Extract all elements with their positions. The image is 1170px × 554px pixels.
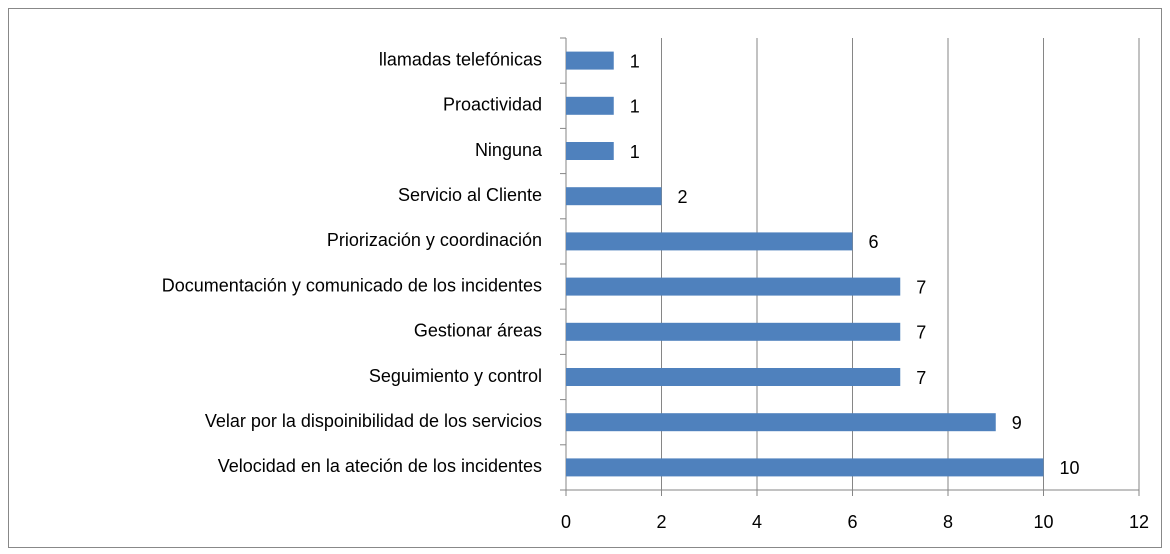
y-tick-label: Priorización y coordinación	[327, 230, 542, 250]
data-label: 10	[1060, 458, 1080, 478]
x-tick-label: 2	[656, 512, 666, 532]
y-tick-label: Ninguna	[475, 140, 543, 160]
bar	[566, 232, 853, 251]
data-label: 7	[916, 277, 926, 297]
y-tick-label: Documentación y comunicado de los incide…	[162, 275, 542, 295]
data-label: 9	[1012, 413, 1022, 433]
x-tick-label: 12	[1129, 512, 1149, 532]
bar	[566, 187, 662, 206]
y-tick-label: Velocidad en la ateción de los incidente…	[218, 456, 542, 476]
data-label: 1	[630, 142, 640, 162]
bar	[566, 458, 1044, 477]
y-tick-label: llamadas telefónicas	[379, 49, 542, 69]
x-tick-label: 0	[561, 512, 571, 532]
bar	[566, 96, 614, 115]
bar	[566, 322, 901, 341]
x-tick-label: 8	[943, 512, 953, 532]
x-tick-label: 6	[847, 512, 857, 532]
y-tick-label: Gestionar áreas	[414, 321, 542, 341]
bar	[566, 413, 996, 432]
bar	[566, 142, 614, 160]
data-label: 6	[869, 232, 879, 252]
y-tick-label: Servicio al Cliente	[398, 185, 542, 205]
bar	[566, 277, 901, 296]
data-label: 7	[916, 323, 926, 343]
data-label: 2	[678, 187, 688, 207]
bar	[566, 368, 901, 386]
bar	[566, 51, 614, 70]
x-tick-label: 4	[752, 512, 762, 532]
data-label: 7	[916, 368, 926, 388]
x-tick-label: 10	[1033, 512, 1053, 532]
y-tick-label: Seguimiento y control	[369, 366, 542, 386]
data-label: 1	[630, 51, 640, 71]
data-label: 1	[630, 97, 640, 117]
y-tick-label: Proactividad	[443, 95, 542, 115]
y-tick-label: Velar por la dispoinibilidad de los serv…	[205, 411, 542, 431]
